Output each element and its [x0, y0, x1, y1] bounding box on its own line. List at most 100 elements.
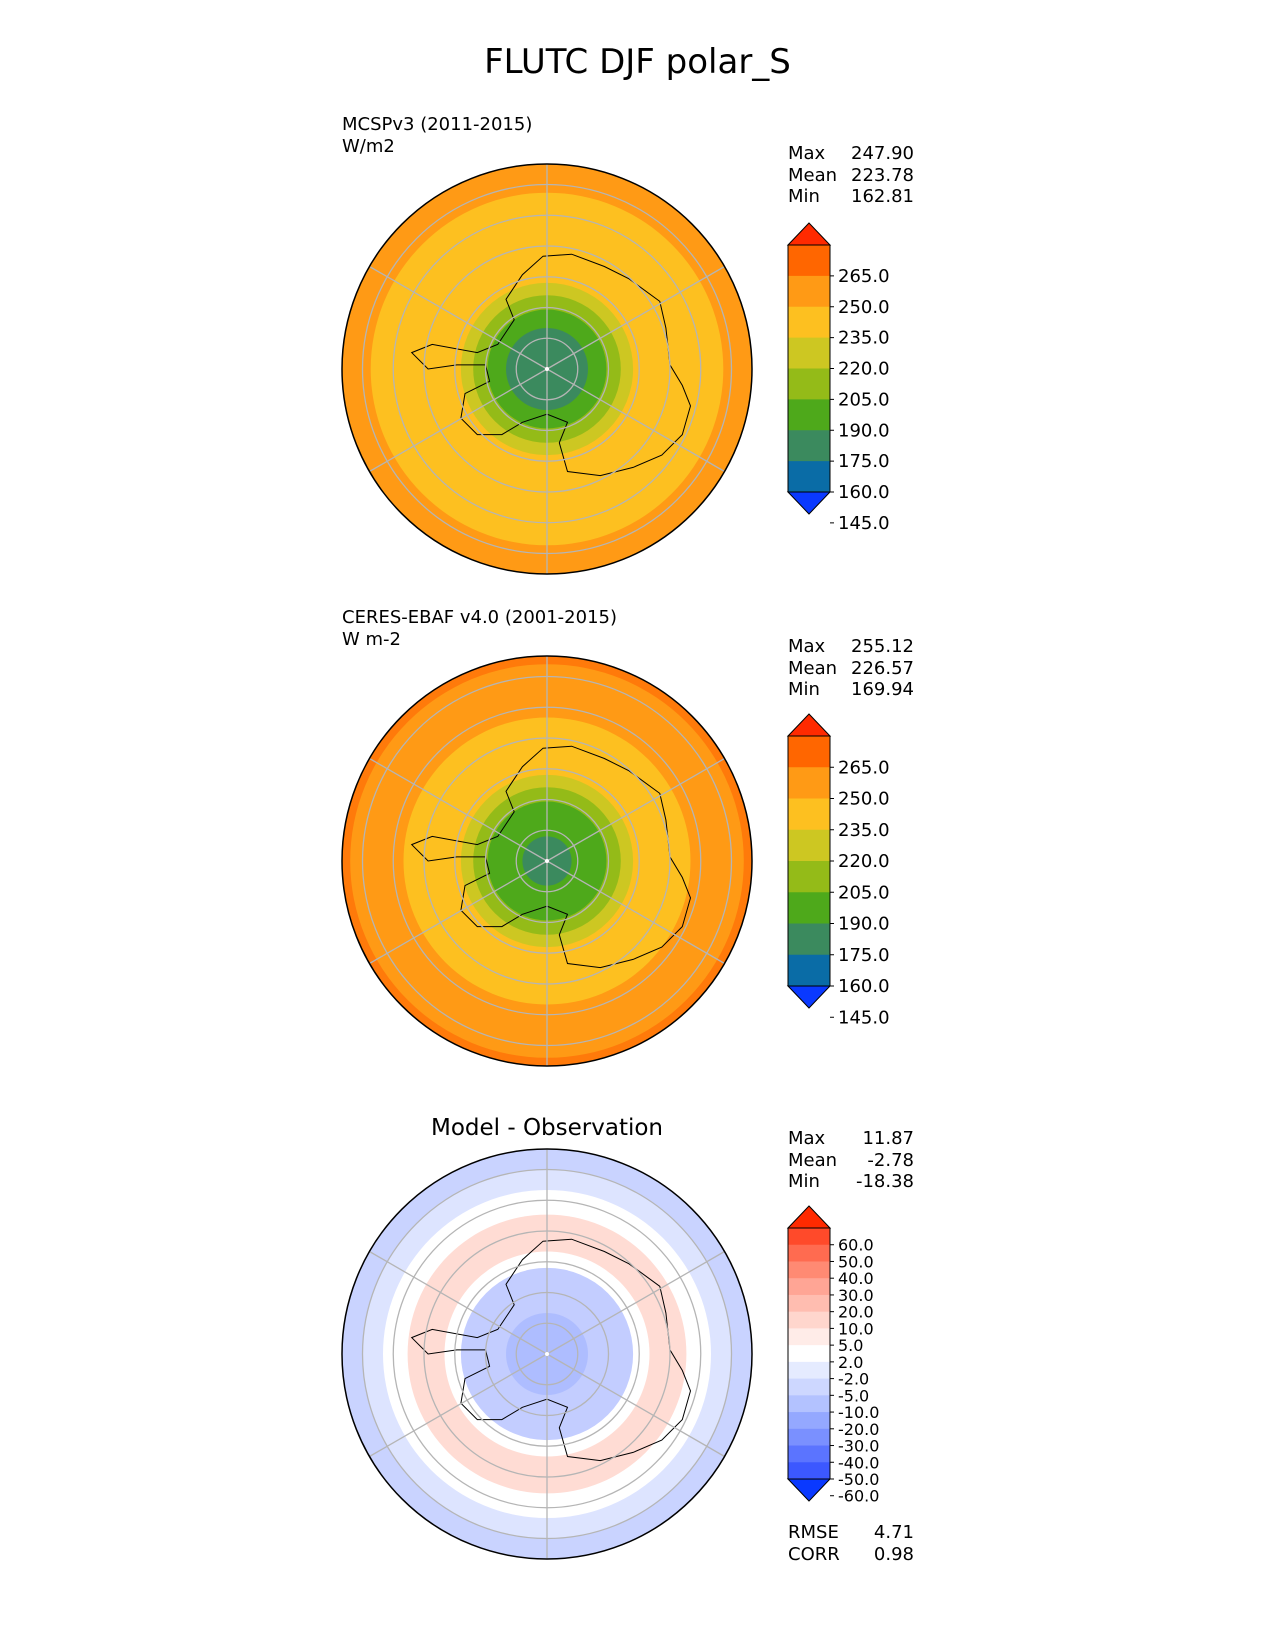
panel-3-metrics: RMSE 4.71 CORR 0.98 [788, 1522, 914, 1565]
colorbar-segment [788, 1228, 830, 1246]
meridian-line [369, 368, 548, 473]
stat-mean-label: Mean [788, 1149, 838, 1171]
meridian-line [369, 1250, 548, 1355]
panel-2-units: W m-2 [342, 629, 402, 650]
colorbar-segment [788, 829, 830, 862]
panel-2-title: CERES-EBAF v4.0 (2001-2015) [342, 607, 618, 628]
colorbar-segment [788, 1278, 830, 1296]
stat-min-value: 169.94 [851, 679, 914, 700]
stat-min-value: -18.38 [855, 1171, 914, 1192]
stat-min-label: Min [788, 186, 820, 207]
panel-2-stats: Max 255.12 Mean 226.57 Min 169.94 [788, 636, 914, 701]
stat-max-value: 11.87 [862, 1128, 914, 1149]
map-boundary [341, 1148, 753, 1560]
colorbar-tick-label: 220.0 [838, 359, 890, 380]
meridian-line [369, 757, 548, 862]
colorbar-segment [788, 368, 830, 400]
colorbar-segment [788, 1378, 830, 1396]
panel-3-title: Model - Observation [430, 1115, 664, 1141]
colorbar-segment [788, 923, 830, 956]
colorbar-extend-top [786, 713, 832, 737]
colorbar-tick-label: 250.0 [838, 789, 890, 810]
map-boundary [341, 655, 753, 1067]
colorbar-tick-label: 5.0 [838, 1336, 863, 1355]
colorbar-tick-label: -30.0 [838, 1437, 879, 1456]
colorbar-tick-label: -2.0 [838, 1370, 869, 1389]
colorbar-tick-label: 60.0 [838, 1236, 874, 1255]
colorbar-tick-label: 145.0 [838, 513, 890, 534]
panel-1-units: W/m2 [342, 136, 395, 157]
colorbar-tick-label: 50.0 [838, 1252, 874, 1271]
colorbar-tick-label: 175.0 [838, 451, 890, 472]
colorbar-segment [788, 954, 830, 987]
colorbar-extend-top [786, 1205, 832, 1229]
colorbar-segment [788, 1445, 830, 1463]
colorbar-tick-label: 190.0 [838, 914, 890, 935]
colorbar-segment [788, 306, 830, 339]
corr-value: 0.98 [873, 1543, 914, 1565]
stat-min-value: 162.81 [851, 186, 914, 207]
stat-mean-value: 226.57 [851, 657, 914, 679]
panel-3-stats: Max 11.87 Mean -2.78 Min -18.38 [788, 1128, 914, 1193]
colorbar-segment [788, 245, 830, 277]
stat-min-label: Min [788, 1171, 820, 1192]
stat-mean-label: Mean [788, 657, 838, 679]
colorbar-segment [788, 430, 830, 462]
panel-1-stats: Max 247.90 Mean 223.78 Min 162.81 [788, 143, 914, 208]
pole-marker [545, 367, 549, 371]
colorbar-segment [788, 1345, 830, 1363]
colorbar-tick-label: 235.0 [838, 328, 890, 349]
colorbar-tick-label: 250.0 [838, 297, 890, 318]
colorbar-segment [788, 1395, 830, 1413]
corr-label: CORR [788, 1543, 840, 1565]
colorbar-tick-label: -20.0 [838, 1420, 879, 1439]
colorbar-tick-label: 205.0 [838, 389, 890, 410]
colorbar-segment [788, 1311, 830, 1329]
stat-max-label: Max [788, 636, 826, 657]
colorbar-segment [788, 399, 830, 431]
colorbar-tick-label: 160.0 [838, 482, 890, 503]
meridian-line [546, 265, 725, 370]
stat-max-label: Max [788, 143, 826, 164]
colorbar-segment [788, 767, 830, 799]
colorbar-tick-label: -50.0 [838, 1470, 879, 1489]
colorbar-tick-label: 220.0 [838, 851, 890, 872]
colorbar-segment [788, 1462, 830, 1480]
colorbar-segment [788, 461, 830, 493]
colorbar-segment [788, 1328, 830, 1346]
stat-min-label: Min [788, 679, 820, 700]
colorbar-tick-label: -5.0 [838, 1386, 869, 1405]
stat-mean-label: Mean [788, 164, 838, 186]
colorbar-frame [787, 1227, 831, 1480]
colorbar-extend-bottom [786, 1478, 832, 1502]
stat-max-value: 247.90 [851, 143, 914, 164]
colorbar-tick-label: 160.0 [838, 976, 890, 997]
colorbar-tick-label: 265.0 [838, 266, 890, 287]
panel-1-title: MCSPv3 (2011-2015) [342, 114, 533, 135]
colorbar-tick-label: 190.0 [838, 420, 890, 441]
meridian-line [546, 368, 725, 473]
colorbar-segment [788, 1261, 830, 1279]
colorbar-segment [788, 736, 830, 768]
stat-mean-value: -2.78 [867, 1149, 914, 1171]
colorbar-segment [788, 861, 830, 893]
colorbar-segment [788, 1244, 830, 1262]
meridian-line [546, 1250, 725, 1355]
stat-max-value: 255.12 [851, 636, 914, 657]
meridian-line [546, 757, 725, 862]
colorbar-tick-label: 2.0 [838, 1353, 863, 1372]
colorbar-segment [788, 275, 830, 308]
colorbar-tick-label: 175.0 [838, 945, 890, 966]
colorbar-extend-bottom [786, 491, 832, 515]
colorbar-tick-label: 30.0 [838, 1286, 874, 1305]
colorbar-tick-label: 205.0 [838, 882, 890, 903]
colorbar-tick-label: -40.0 [838, 1453, 879, 1472]
pole-marker [545, 859, 549, 863]
colorbar-tick-label: -10.0 [838, 1403, 879, 1422]
colorbar-segment [788, 337, 830, 369]
rmse-value: 4.71 [873, 1522, 914, 1543]
meridian-line [369, 1353, 548, 1458]
meridian-line [546, 1353, 725, 1458]
colorbar-tick-label: 265.0 [838, 757, 890, 778]
